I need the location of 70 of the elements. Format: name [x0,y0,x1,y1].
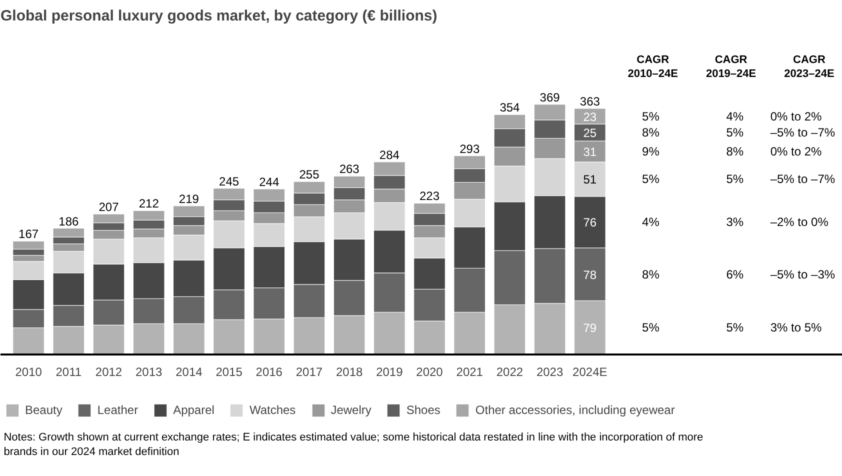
data-label: 76 [583,216,597,230]
total-label: 167 [18,227,39,242]
text: –5% to –7% [770,126,836,140]
x-tick-label: 2023 [536,365,564,380]
x-tick-label: 2020 [416,365,444,380]
legend-label: Beauty [25,403,62,417]
text: 3% [726,215,744,230]
total-label: 369 [540,90,560,104]
data-label: 23 [583,110,597,124]
total-label: 293 [460,142,480,156]
x-tick-label: 2014 [176,365,203,380]
x-tick-label: 2012 [95,365,122,380]
total-label: 363 [580,94,600,108]
x-tick-label: 2019 [376,365,404,380]
text: 6% [726,267,744,282]
data-label: 31 [583,144,597,159]
text: 8% [642,267,660,282]
total-label: 354 [500,100,520,115]
text: Notes: Growth shown at current exchange rates; E indicates estimated value; some historical data restated in line with the incorporation of more brands in our 2024 market definition [4,432,704,458]
legend-label: Watches [249,403,296,417]
text: 5% [726,320,744,334]
text: 5% [642,109,660,124]
text: 5% [642,172,660,186]
text: 5% [726,126,744,140]
x-tick-label: 2018 [336,365,363,380]
total-label: 207 [98,200,120,214]
legend-label: Other accessories, including eyewear [475,403,675,417]
total-label: 212 [138,196,160,211]
text: 5% [726,172,744,186]
chart-title: Global personal luxury goods market, by category (€ billions) [0,8,438,24]
text: 5% [642,320,660,334]
legend-label: Jewelry [330,403,372,417]
total-label: 186 [58,214,79,228]
total-label: 263 [339,162,360,176]
legend-label: Apparel [173,403,214,417]
x-tick-label: 2013 [136,365,163,380]
text: 3% to 5% [770,320,822,334]
total-label: 219 [178,192,200,206]
text: 8% [726,144,744,158]
x-tick-label: 2015 [216,365,243,380]
x-tick-label: 2022 [496,365,524,380]
x-tick-label: 2016 [256,365,283,380]
text: 4% [726,109,744,124]
legend-label: Leather [97,403,138,417]
total-label: 255 [299,168,320,182]
data-label: 51 [583,172,597,187]
data-label: 25 [583,126,597,140]
text: 8% [642,126,660,140]
text: 0% to 2% [770,144,822,158]
text: CAGR 2023–24E [784,54,834,80]
x-tick-label: 2010 [15,365,42,380]
text: CAGR 2019–24E [706,54,756,80]
text: –5% to –3% [770,267,836,282]
x-tick-label: 2024E [572,365,608,380]
x-tick-label: 2021 [456,365,484,380]
x-tick-label: 2017 [296,365,323,380]
text: –2% to 0% [770,215,829,230]
total-label: 223 [420,189,440,204]
x-tick-label: 2011 [56,365,82,380]
total-label: 244 [259,175,280,190]
text: 9% [642,144,660,158]
text: 4% [642,215,660,230]
text: CAGR 2010–24E [628,54,678,80]
total-label: 284 [379,148,400,162]
legend-label: Shoes [406,403,440,417]
data-label: 79 [583,320,597,335]
total-label: 245 [219,174,240,188]
text: –5% to –7% [770,172,836,186]
text: 0% to 2% [770,109,822,124]
data-label: 78 [583,268,597,282]
